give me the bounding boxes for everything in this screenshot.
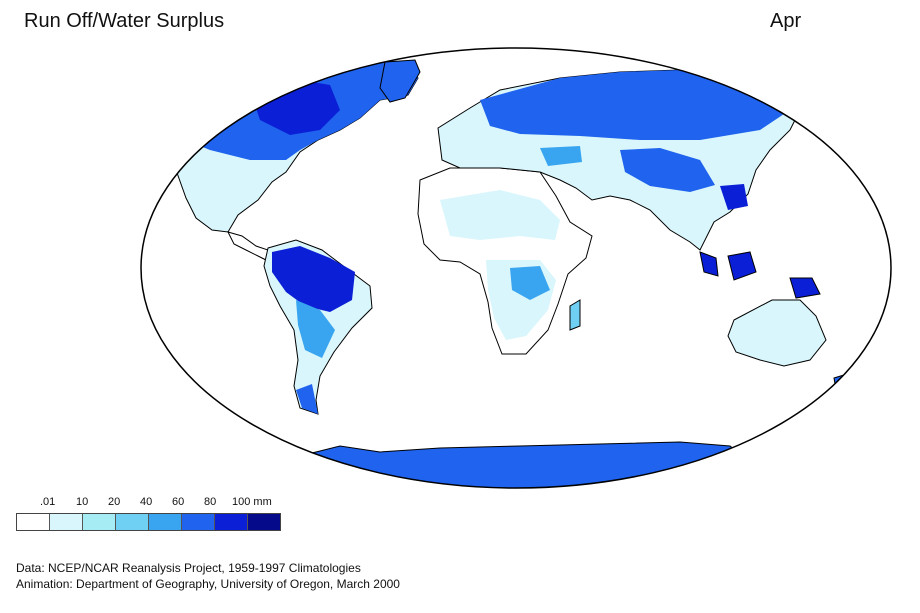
- legend-swatch: [149, 514, 182, 530]
- legend-label: 40: [140, 496, 153, 508]
- legend-swatch: [83, 514, 116, 530]
- legend-swatch: [17, 514, 50, 530]
- legend-label: 100 mm: [232, 496, 272, 508]
- legend-swatch: [50, 514, 83, 530]
- australia: [727, 299, 827, 367]
- legend-label: 20: [108, 496, 121, 508]
- map-title: Run Off/Water Surplus: [24, 10, 225, 32]
- legend-label: 10: [76, 496, 89, 508]
- month-label: Apr: [770, 10, 802, 32]
- legend-swatch: [116, 514, 149, 530]
- animation-credit: Animation: Department of Geography, Univ…: [16, 577, 400, 591]
- legend-label: 80: [204, 496, 217, 508]
- legend-swatch: [215, 514, 248, 530]
- data-credit: Data: NCEP/NCAR Reanalysis Project, 1959…: [16, 561, 361, 575]
- legend-labels: .01 10 20 40 60 80 100 mm: [16, 496, 286, 510]
- legend-color-bar: [16, 513, 281, 531]
- legend-label: 60: [172, 496, 185, 508]
- legend-label: .01: [40, 496, 56, 508]
- legend-swatch: [182, 514, 215, 530]
- legend-swatch: [248, 514, 280, 530]
- antarctica: [199, 441, 782, 488]
